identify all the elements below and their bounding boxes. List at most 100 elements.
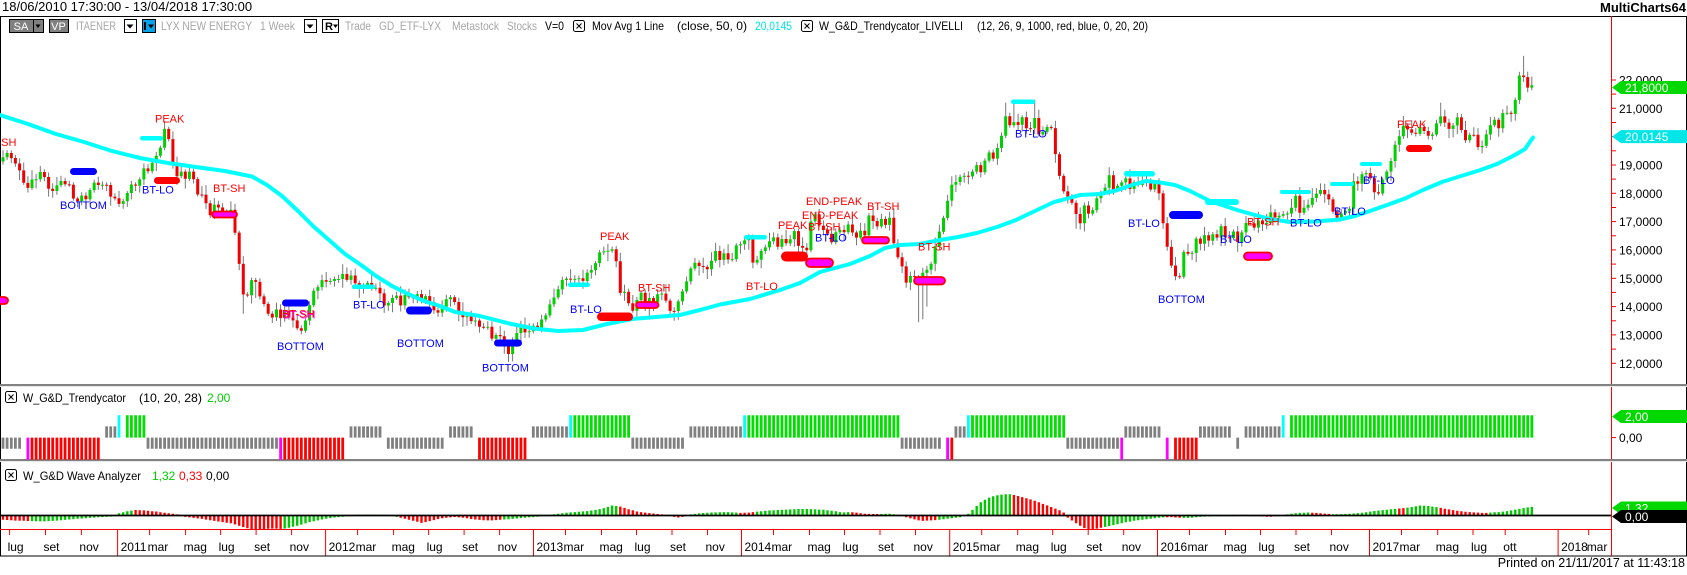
svg-text:1 Week: 1 Week xyxy=(260,19,296,33)
svg-text:Mov Avg 1 Line: Mov Avg 1 Line xyxy=(592,19,664,33)
svg-text:BT-LO: BT-LO xyxy=(142,185,174,197)
svg-text:BT-SH: BT-SH xyxy=(867,201,899,213)
svg-text:GD_ETF-LYX: GD_ETF-LYX xyxy=(379,19,441,33)
svg-text:SA: SA xyxy=(14,21,29,33)
svg-text:BT-LO: BT-LO xyxy=(815,233,847,245)
svg-text:16,0000: 16,0000 xyxy=(1619,243,1663,257)
svg-text:mag: mag xyxy=(808,540,831,554)
svg-text:lug: lug xyxy=(1259,540,1275,554)
svg-text:lug: lug xyxy=(843,540,859,554)
svg-text:mar: mar xyxy=(980,540,1001,554)
svg-text:(12, 26, 9, 1000, red, bl: (12, 26, 9, 1000, red, blue, 0, 20, 20) xyxy=(977,19,1148,33)
svg-text:nov: nov xyxy=(914,540,933,554)
svg-text:BOTTOM: BOTTOM xyxy=(60,200,107,212)
svg-text:mag: mag xyxy=(392,540,415,554)
svg-text:set: set xyxy=(878,540,895,554)
svg-text:mag: mag xyxy=(1224,540,1247,554)
svg-text:BT-SH: BT-SH xyxy=(1247,217,1279,229)
svg-text:nov: nov xyxy=(706,540,725,554)
svg-text:PEAK: PEAK xyxy=(778,220,808,232)
svg-text:nov: nov xyxy=(290,540,309,554)
svg-text:nov: nov xyxy=(498,540,517,554)
svg-text:0,33: 0,33 xyxy=(179,469,203,483)
svg-text:2011: 2011 xyxy=(121,540,147,554)
svg-text:set: set xyxy=(462,540,479,554)
svg-text:W_G&D_Trendycator: W_G&D_Trendycator xyxy=(23,391,126,405)
svg-text:12,0000: 12,0000 xyxy=(1619,357,1663,371)
svg-text:BT-LO: BT-LO xyxy=(1334,206,1366,218)
svg-text:2017: 2017 xyxy=(1373,540,1400,554)
svg-text:END-PEAK: END-PEAK xyxy=(806,196,863,208)
svg-text:BT-SH: BT-SH xyxy=(638,283,670,295)
svg-text:BOTTOM: BOTTOM xyxy=(482,363,529,375)
svg-text:VP: VP xyxy=(51,21,66,33)
svg-text:18,0000: 18,0000 xyxy=(1619,187,1663,201)
svg-text:BT-SH: BT-SH xyxy=(808,222,840,234)
svg-text:mar: mar xyxy=(564,540,585,554)
svg-text:2015: 2015 xyxy=(953,540,980,554)
svg-text:lug: lug xyxy=(1471,540,1487,554)
svg-text:Printed on 21/11/2017 at 11:43: Printed on 21/11/2017 at 11:43:18 xyxy=(1498,556,1685,570)
svg-text:lug: lug xyxy=(427,540,443,554)
svg-text:19,0000: 19,0000 xyxy=(1619,159,1663,173)
svg-text:0,00: 0,00 xyxy=(1619,431,1643,445)
svg-text:lug: lug xyxy=(1051,540,1067,554)
svg-text:set: set xyxy=(1294,540,1311,554)
svg-text:BT-SH: BT-SH xyxy=(283,310,315,322)
svg-text:set: set xyxy=(254,540,271,554)
svg-text:ITAENER: ITAENER xyxy=(76,19,116,33)
svg-text:BT-LO: BT-LO xyxy=(570,304,602,316)
svg-text:18/06/2010 17:30:00 - 13/04/20: 18/06/2010 17:30:00 - 13/04/2018 17:30:0… xyxy=(2,0,252,14)
svg-text:W_G&D Wave Analyzer: W_G&D Wave Analyzer xyxy=(23,469,141,483)
svg-text:BT-SH: BT-SH xyxy=(213,183,245,195)
svg-text:Stocks: Stocks xyxy=(507,19,537,33)
svg-text:nov: nov xyxy=(79,540,98,554)
svg-text:mag: mag xyxy=(1016,540,1039,554)
svg-text:lug: lug xyxy=(219,540,235,554)
svg-text:Trade: Trade xyxy=(345,19,371,33)
svg-text:Metastock: Metastock xyxy=(452,19,500,33)
svg-text:set: set xyxy=(1086,540,1103,554)
svg-text:mar: mar xyxy=(1400,540,1421,554)
svg-text:BT-LO: BT-LO xyxy=(1290,218,1322,230)
svg-text:set: set xyxy=(44,540,61,554)
svg-text:21,8000: 21,8000 xyxy=(1625,81,1669,95)
svg-text:0,00: 0,00 xyxy=(206,469,230,483)
svg-text:2014: 2014 xyxy=(745,540,772,554)
svg-text:2,00: 2,00 xyxy=(207,391,231,405)
svg-text:BT-LO: BT-LO xyxy=(1015,129,1047,141)
svg-text:mar: mar xyxy=(1587,540,1608,554)
svg-text:W_G&D_Trendycator_LIVELLI: W_G&D_Trendycator_LIVELLI xyxy=(819,19,963,33)
svg-text:BT-SH: BT-SH xyxy=(918,242,950,254)
svg-text:BT-LO: BT-LO xyxy=(1220,234,1252,246)
svg-text:2013: 2013 xyxy=(537,540,564,554)
svg-text:2016: 2016 xyxy=(1161,540,1188,554)
svg-text:BT-LO: BT-LO xyxy=(1128,218,1160,230)
svg-text:ott: ott xyxy=(1503,540,1517,554)
svg-text:(close, 50, 0): (close, 50, 0) xyxy=(677,19,747,33)
svg-text:2012: 2012 xyxy=(329,540,356,554)
svg-text:mar: mar xyxy=(148,540,169,554)
svg-text:mag: mag xyxy=(1436,540,1459,554)
svg-text:14,0000: 14,0000 xyxy=(1619,300,1663,314)
svg-text:BOTTOM: BOTTOM xyxy=(397,338,444,350)
svg-text:mar: mar xyxy=(772,540,793,554)
svg-text:BT-LO: BT-LO xyxy=(353,300,385,312)
svg-text:set: set xyxy=(670,540,687,554)
svg-text:BOTTOM: BOTTOM xyxy=(1158,294,1205,306)
svg-text:BT-LO: BT-LO xyxy=(1363,175,1395,187)
svg-text:21,0000: 21,0000 xyxy=(1619,102,1663,116)
svg-text:mag: mag xyxy=(184,540,207,554)
svg-text:R: R xyxy=(325,21,333,33)
svg-text:0,00: 0,00 xyxy=(1625,510,1649,524)
svg-text:lug: lug xyxy=(8,540,24,554)
svg-text:mar: mar xyxy=(356,540,377,554)
svg-text:2018: 2018 xyxy=(1561,540,1588,554)
svg-text:V=0: V=0 xyxy=(545,19,564,33)
svg-text:20,0145: 20,0145 xyxy=(755,19,792,33)
svg-text:mag: mag xyxy=(600,540,623,554)
svg-text:20,0145: 20,0145 xyxy=(1625,130,1669,144)
svg-text:15,0000: 15,0000 xyxy=(1619,272,1663,286)
svg-text:(10, 20, 28): (10, 20, 28) xyxy=(139,391,202,405)
svg-text:lug: lug xyxy=(635,540,651,554)
